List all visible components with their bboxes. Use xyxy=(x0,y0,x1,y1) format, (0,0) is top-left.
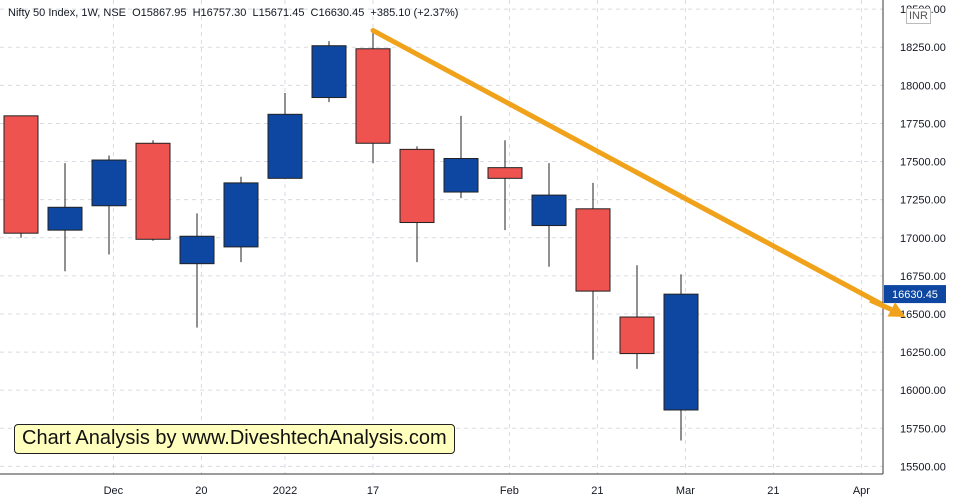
candle-body xyxy=(619,316,655,355)
candle-up xyxy=(91,155,127,255)
candle-up xyxy=(47,163,83,272)
candle-up xyxy=(267,92,303,179)
grid-lines xyxy=(0,0,883,474)
candle-body xyxy=(311,45,347,99)
x-tick-label: Feb xyxy=(500,485,519,497)
x-tick-label: Apr xyxy=(853,485,870,497)
candle-body xyxy=(443,158,479,193)
y-tick-label: 16500.00 xyxy=(900,309,946,321)
y-tick-label: 17250.00 xyxy=(900,195,946,207)
y-tick-label: 15750.00 xyxy=(900,423,946,435)
candle-body xyxy=(663,293,699,411)
candle-down xyxy=(619,265,655,369)
x-tick-label: 20 xyxy=(195,485,207,497)
price-tag-box xyxy=(884,285,946,304)
y-tick-label: 15500.00 xyxy=(900,461,946,473)
candle-up xyxy=(443,115,479,199)
candle-body xyxy=(135,142,171,240)
candle-body xyxy=(223,182,259,248)
y-tick-label: 16250.00 xyxy=(900,347,946,359)
candle-body xyxy=(47,206,83,231)
candle-down xyxy=(3,115,39,238)
candle-body xyxy=(487,167,523,179)
candle-up xyxy=(179,213,215,328)
candle-up xyxy=(311,41,347,103)
candle-body xyxy=(267,113,303,179)
close-value: C16630.45 xyxy=(310,7,365,19)
price-tag-text: 16630.45 xyxy=(892,289,938,301)
y-tick-label: 17750.00 xyxy=(900,118,946,130)
candles xyxy=(3,32,699,441)
y-tick-label: 18250.00 xyxy=(900,42,946,54)
x-tick-label: Mar xyxy=(676,485,695,497)
candle-up xyxy=(531,163,567,267)
x-tick-label: 21 xyxy=(767,485,779,497)
watermark-banner: Chart Analysis by www.DiveshtechAnalysis… xyxy=(14,424,455,454)
candle-body xyxy=(91,159,127,207)
last-price-tag: 16630.45 xyxy=(884,285,946,304)
candle-down xyxy=(487,140,523,231)
symbol-name[interactable]: Nifty 50 Index, 1W, NSE xyxy=(8,7,126,19)
time-axis-labels: Dec 20 2022 17 Feb 21 Mar 21 Apr xyxy=(104,485,871,497)
candle-down xyxy=(575,182,611,360)
price-axis-background[interactable] xyxy=(883,0,963,474)
x-tick-label: 17 xyxy=(367,485,379,497)
currency-badge[interactable]: INR xyxy=(906,8,931,24)
candle-body xyxy=(575,208,611,292)
y-tick-label: 17000.00 xyxy=(900,233,946,245)
y-tick-label: 16000.00 xyxy=(900,385,946,397)
open-value: O15867.95 xyxy=(132,7,187,19)
candle-up xyxy=(223,176,259,263)
change-value: +385.10 (+2.37%) xyxy=(370,7,459,19)
y-tick-label: 17500.00 xyxy=(900,157,946,169)
low-value: L15671.45 xyxy=(252,7,305,19)
candle-body xyxy=(3,115,39,234)
trendline-arrowhead xyxy=(869,297,906,317)
symbol-header: Nifty 50 Index, 1W, NSE O15867.95 H16757… xyxy=(8,7,461,19)
x-tick-label: 2022 xyxy=(273,485,297,497)
high-value: H16757.30 xyxy=(192,7,247,19)
candle-up xyxy=(663,274,699,441)
candle-body xyxy=(399,148,435,224)
x-tick-label: Dec xyxy=(104,485,124,497)
x-tick-label: 21 xyxy=(591,485,603,497)
trendline-segment xyxy=(370,27,908,320)
trendline-arrow xyxy=(887,302,906,317)
y-tick-label: 16750.00 xyxy=(900,271,946,283)
time-axis-background[interactable] xyxy=(0,474,963,504)
candle-body xyxy=(179,235,215,265)
y-tick-label: 18000.00 xyxy=(900,80,946,92)
trendline xyxy=(370,27,908,320)
candle-down xyxy=(135,140,171,241)
trendline-tail xyxy=(869,297,893,312)
candle-down xyxy=(355,32,391,164)
candle-body xyxy=(531,194,567,227)
candle-body xyxy=(355,48,391,144)
candle-down xyxy=(399,146,435,263)
